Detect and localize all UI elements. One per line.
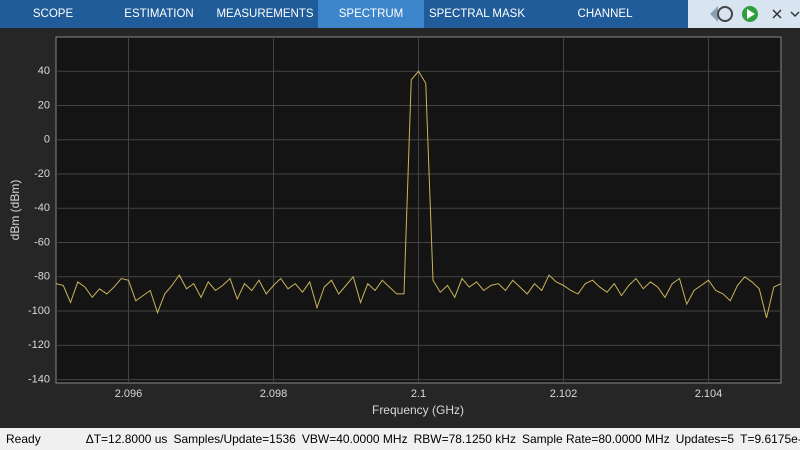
run-arrow — [747, 9, 755, 19]
tab[interactable]: SCOPE — [32, 8, 74, 20]
step-icon[interactable] — [717, 6, 733, 22]
tab[interactable]: SPECTRAL MASK — [428, 8, 526, 20]
status-item: Updates=5 — [675, 432, 735, 446]
y-tick-label: 40 — [38, 65, 50, 77]
toolbar-icons — [688, 0, 800, 28]
x-tick-label: 2.1 — [411, 388, 426, 400]
expand-icon[interactable] — [790, 11, 800, 18]
spectrum-line — [55, 70, 782, 319]
chart: Frequency (GHz) dBm (dBm) 40 20 0 -20 -40 -60… — [8, 36, 782, 417]
status-item: VBW=40.0000 MHz — [301, 432, 408, 446]
y-axis-label: dBm (dBm) — [8, 180, 22, 241]
x-axis-label: Frequency (GHz) — [372, 403, 464, 417]
icon-set — [710, 6, 800, 22]
y-tick-label: 20 — [38, 99, 50, 111]
status-item: Samples/Update=1536 — [173, 432, 296, 446]
y-tick-label: -80 — [34, 271, 50, 283]
x-tick-label: 2.098 — [260, 388, 288, 400]
y-tick-label: -120 — [28, 339, 50, 351]
status-item: Sample Rate=80.0000 MHz — [521, 432, 670, 446]
tab[interactable]: MEASUREMENTS — [216, 8, 314, 20]
tab[interactable]: CHANNEL MEASUREMENTS — [556, 8, 653, 49]
x-tick-label: 2.096 — [115, 388, 143, 400]
status-item: T=9.6175e-5 — [740, 432, 800, 446]
undock-icon[interactable] — [710, 6, 718, 22]
x-tick-label: 2.102 — [550, 388, 578, 400]
status-bar: Ready ΔT=12.8000 us Samples/Update=1536 VBW… — [0, 428, 800, 450]
y-tick-label: -60 — [34, 236, 50, 248]
status-item: RBW=78.1250 kHz — [413, 432, 516, 446]
status-item: ΔT=12.8000 us — [85, 432, 168, 446]
x-tick-label: 2.104 — [695, 388, 723, 400]
y-tick-label: -20 — [34, 168, 50, 180]
y-tick-label: 0 — [44, 134, 50, 146]
y-tick-label: -40 — [34, 202, 50, 214]
tab[interactable]: SPECTRUM — [318, 0, 424, 28]
status-state: Ready — [6, 432, 41, 446]
y-tick-label: -100 — [28, 305, 50, 317]
toolbar: SCOPE ESTIMATION MEASUREMENTS SPECTRUM SPECT… — [0, 0, 800, 49]
tab[interactable]: ESTIMATION — [124, 8, 194, 20]
y-tick-label: -140 — [28, 373, 50, 385]
more-icon[interactable] — [772, 9, 782, 19]
